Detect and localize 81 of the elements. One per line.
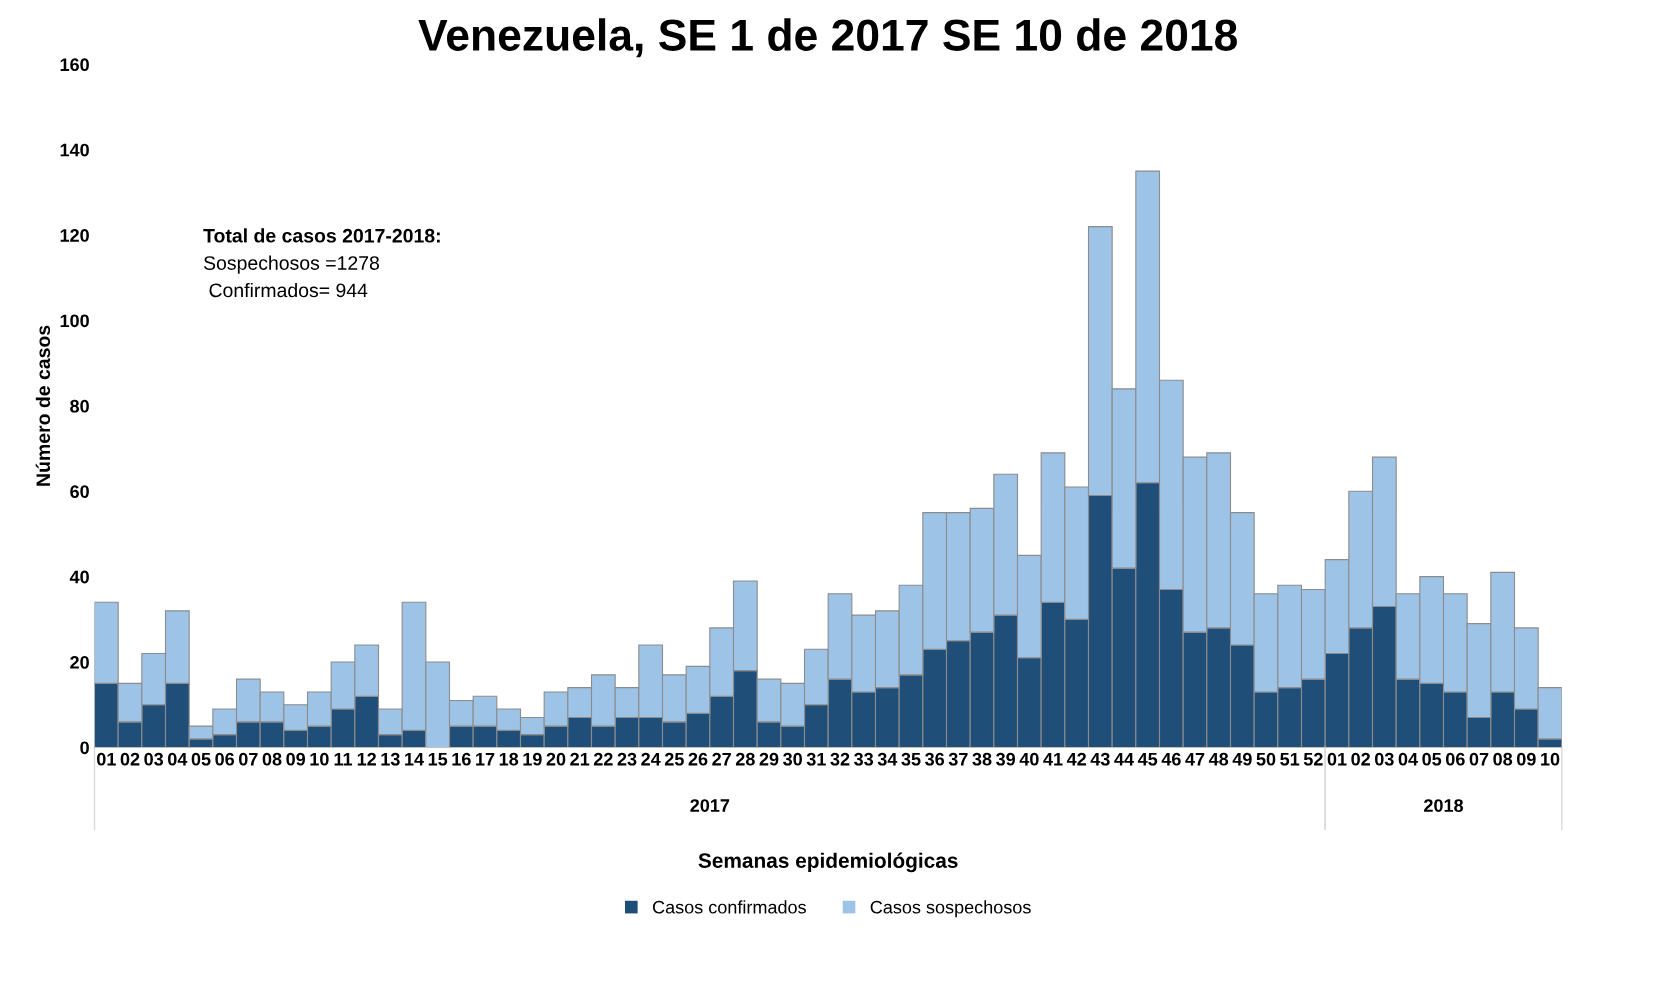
annotation: Total de casos 2017-2018: — [203, 228, 440, 243]
x-tick-label: 32 — [830, 752, 850, 766]
text: 2018 — [1424, 799, 1464, 812]
x-tick-label: 50 — [1256, 752, 1276, 766]
x-tick-label: 11 — [334, 752, 353, 766]
x-tick-label: 33 — [854, 752, 874, 766]
x-tick-label: 39 — [996, 752, 1016, 766]
x-tick-label: 06 — [215, 752, 235, 766]
x-tick-label: 51 — [1280, 752, 1300, 766]
x-tick-label: 34 — [877, 752, 898, 766]
x-tick-label: 08 — [262, 752, 282, 766]
y-tick-label: 140 — [60, 143, 89, 157]
x-tick-label: 02 — [1351, 752, 1370, 766]
x-tick-label: 06 — [1446, 752, 1465, 766]
y-tick-label: 160 — [60, 58, 89, 72]
x-tick-label: 46 — [1161, 752, 1181, 766]
x-tick-label: 19 — [523, 752, 542, 766]
x-tick-label: 38 — [972, 752, 992, 766]
x-tick-label: 45 — [1137, 752, 1158, 766]
x-tick-label: 12 — [357, 752, 376, 766]
x-tick-label: 30 — [783, 752, 802, 766]
x-tick-label: 16 — [452, 752, 471, 766]
x-tick-label: 14 — [405, 752, 424, 766]
legend-label: Casos confirmados — [652, 900, 806, 914]
x-tick-label: 15 — [428, 752, 448, 766]
y-tick-label: 40 — [69, 570, 89, 584]
x-tick-label: 21 — [570, 752, 590, 766]
y-tick-label: 0 — [80, 741, 89, 755]
chart-title: Venezuela, SE 1 de 2017 SE 10 de 2018 — [418, 18, 1237, 58]
x-tick-label: 24 — [641, 752, 661, 766]
x-tick-label: 08 — [1493, 752, 1513, 766]
legend-label: Casos sospechosos — [870, 900, 1031, 918]
x-tick-label: 03 — [144, 752, 164, 766]
x-tick-label: 03 — [1375, 752, 1394, 766]
x-tick-label: 13 — [381, 752, 400, 766]
x-tick-label: 26 — [688, 752, 708, 766]
x-tick-label: 10 — [310, 752, 329, 766]
x-tick-label: 01 — [97, 752, 116, 766]
x-tick-label: 20 — [546, 752, 566, 766]
x-tick-label: 05 — [191, 752, 211, 766]
x-tick-label: 07 — [1469, 752, 1489, 766]
x-tick-label: 44 — [1114, 752, 1134, 766]
x-tick-label: 02 — [120, 752, 140, 766]
x-tick-label: 05 — [1422, 752, 1442, 766]
x-tick-label: 04 — [1398, 752, 1418, 766]
x-tick-label: 35 — [901, 752, 921, 766]
y-tick-label: 60 — [70, 485, 89, 499]
x-tick-label: 10 — [1541, 752, 1560, 766]
x-tick-label: 49 — [1232, 752, 1252, 766]
y-axis-title: Número de casos — [35, 325, 51, 486]
x-tick-label: 47 — [1185, 752, 1205, 766]
x-tick-label: 36 — [925, 752, 945, 766]
y-tick-label: 80 — [70, 399, 89, 413]
x-tick-label: 40 — [1019, 752, 1039, 766]
x-tick-label: 43 — [1090, 752, 1110, 766]
y-tick-label: 120 — [60, 229, 89, 242]
x-tick-label: 29 — [759, 752, 779, 766]
y-tick-label: 100 — [60, 314, 89, 328]
annotation: Sospechosos =1278 — [203, 255, 379, 274]
y-tick-label: 20 — [70, 656, 89, 669]
x-tick-label: 23 — [617, 752, 637, 766]
x-tick-label: 09 — [1517, 752, 1536, 766]
x-tick-label: 27 — [712, 752, 731, 766]
x-tick-label: 07 — [239, 752, 258, 766]
x-tick-label: 31 — [806, 752, 826, 766]
x-tick-label: 18 — [499, 752, 519, 766]
x-tick-label: 22 — [593, 752, 613, 766]
text: 2017 — [690, 799, 730, 812]
x-axis-title: Semanas epidemiológicas — [698, 852, 958, 873]
x-tick-label: 09 — [286, 752, 306, 766]
x-tick-label: 48 — [1208, 752, 1229, 766]
x-tick-label: 41 — [1043, 752, 1063, 766]
x-tick-label: 04 — [168, 752, 188, 766]
x-tick-label: 01 — [1327, 752, 1347, 766]
x-tick-label: 17 — [476, 752, 495, 766]
x-tick-label: 52 — [1303, 752, 1323, 766]
x-tick-label: 28 — [735, 752, 755, 766]
x-tick-label: 42 — [1066, 752, 1086, 766]
x-tick-label: 37 — [948, 752, 968, 766]
x-tick-label: 25 — [664, 752, 684, 766]
annotation: Confirmados= 944 — [209, 282, 368, 298]
